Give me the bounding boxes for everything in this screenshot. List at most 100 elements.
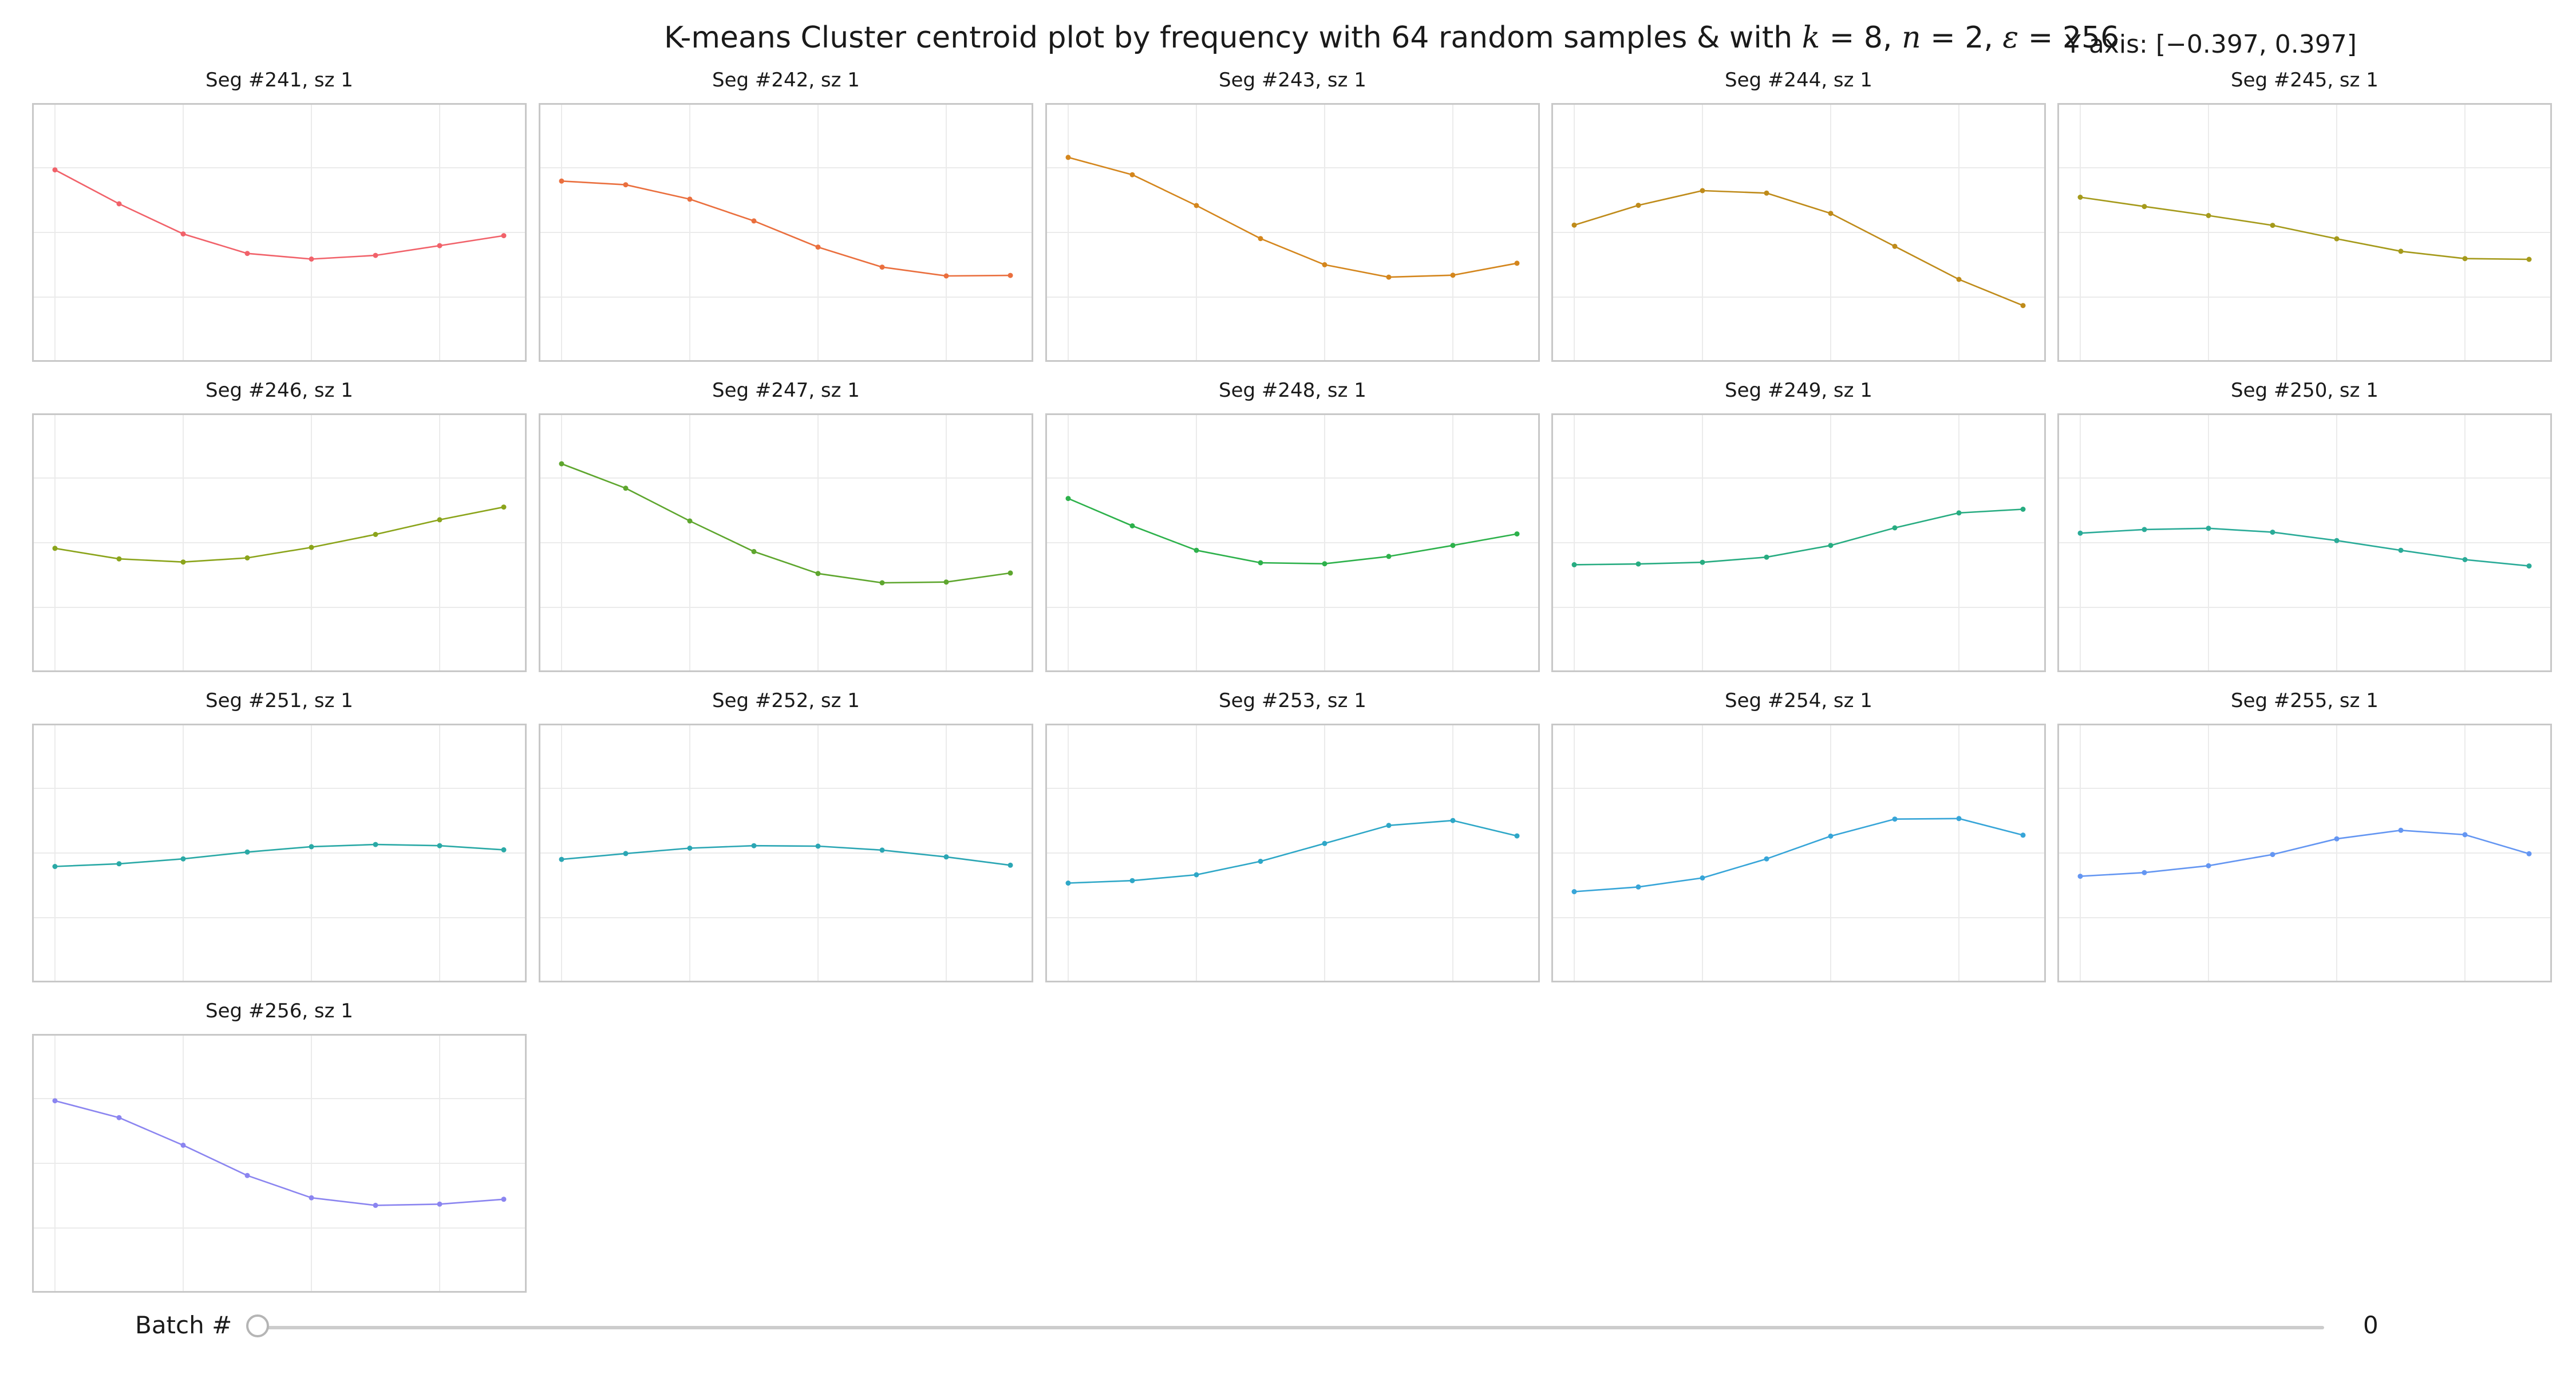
param-k-symbol: k <box>1801 21 1820 55</box>
panel-border <box>1551 724 2046 982</box>
panel-border <box>2057 103 2552 362</box>
data-point <box>1008 273 1013 278</box>
data-point <box>623 851 629 856</box>
data-point <box>2206 526 2211 531</box>
data-point <box>1571 222 1577 228</box>
panel-plot <box>2057 103 2552 362</box>
data-point <box>1700 188 1705 194</box>
data-point <box>1956 816 1962 822</box>
data-point <box>2020 507 2026 512</box>
data-point <box>623 182 629 188</box>
batch-slider[interactable] <box>246 1311 2324 1343</box>
data-point <box>1008 862 1013 868</box>
panel-title: Seg #248, sz 1 <box>1219 379 1366 402</box>
series-line <box>54 1100 504 1206</box>
data-point <box>1571 562 1577 567</box>
panel-title: Seg #241, sz 1 <box>206 69 353 92</box>
data-point <box>1065 496 1071 502</box>
panel-title: Seg #242, sz 1 <box>712 69 860 92</box>
data-point <box>501 1197 507 1202</box>
batch-slider-track[interactable] <box>258 1326 2324 1329</box>
panel-plot <box>32 413 527 672</box>
data-point <box>501 847 507 852</box>
data-point <box>2526 256 2532 262</box>
batch-value: 0 <box>2363 1311 2379 1339</box>
panel-border <box>32 724 527 982</box>
panel-plot <box>539 724 1033 982</box>
data-point <box>1322 561 1327 567</box>
data-point <box>1956 510 1962 516</box>
panel-title: Seg #245, sz 1 <box>2231 69 2379 92</box>
data-point <box>2206 213 2211 218</box>
param-epsilon-value: 256 <box>2062 21 2120 55</box>
chart-panel: Seg #247, sz 1 <box>539 379 1033 672</box>
panel-title: Seg #254, sz 1 <box>1725 689 1872 712</box>
data-point <box>2462 557 2468 562</box>
panel-border <box>2057 413 2552 672</box>
data-point <box>1322 840 1327 846</box>
data-point <box>2398 547 2404 553</box>
data-point <box>2142 204 2147 210</box>
data-point <box>2398 827 2404 833</box>
data-point <box>1764 554 1769 560</box>
chart-panel: Seg #254, sz 1 <box>1551 689 2046 982</box>
data-point <box>180 559 186 565</box>
data-point <box>687 846 693 851</box>
data-point <box>180 1142 186 1148</box>
chart-panel: Seg #251, sz 1 <box>32 689 527 982</box>
panel-border <box>32 413 527 672</box>
panel-title: Seg #246, sz 1 <box>206 379 353 402</box>
data-point <box>751 843 757 848</box>
panel-title: Seg #249, sz 1 <box>1725 379 1872 402</box>
data-point <box>1065 881 1071 886</box>
data-point <box>244 849 250 855</box>
data-point <box>559 461 564 467</box>
panel-plot <box>539 413 1033 672</box>
data-point <box>2270 223 2275 228</box>
data-point <box>1892 243 1898 249</box>
data-point <box>1450 818 1456 823</box>
series-line <box>561 180 1011 277</box>
series-line <box>54 506 504 563</box>
data-point <box>879 580 885 586</box>
data-point <box>943 854 949 860</box>
panel-title: Seg #244, sz 1 <box>1725 69 1872 92</box>
data-point <box>1571 889 1577 894</box>
data-point <box>309 544 314 550</box>
data-point <box>815 571 821 577</box>
panel-title: Seg #243, sz 1 <box>1219 69 1366 92</box>
data-point <box>1635 203 1641 208</box>
chart-panel: Seg #256, sz 1 <box>32 1000 527 1293</box>
chart-panel: Seg #242, sz 1 <box>539 69 1033 362</box>
series-line <box>1068 498 1518 565</box>
data-point <box>1828 211 1834 216</box>
series-line <box>561 463 1011 584</box>
param-k-value: 8 <box>1863 21 1883 55</box>
data-point <box>2334 836 2340 842</box>
data-point <box>1450 273 1456 278</box>
data-point <box>437 843 442 848</box>
data-point <box>437 1201 442 1207</box>
batch-slider-thumb[interactable] <box>246 1314 269 1337</box>
data-point <box>2334 538 2340 543</box>
data-point <box>52 1098 58 1104</box>
panel-title: Seg #255, sz 1 <box>2231 689 2379 712</box>
data-point <box>879 264 885 270</box>
data-point <box>1258 236 1263 242</box>
data-point <box>52 864 58 869</box>
y-axis-range-label: Y axis: [−0.397, 0.397] <box>2065 30 2357 59</box>
data-point <box>687 518 693 524</box>
series-line <box>2080 196 2530 260</box>
panel-plot <box>1551 103 2046 362</box>
series-line <box>54 169 504 260</box>
data-point <box>1514 260 1520 266</box>
data-point <box>1635 561 1641 567</box>
data-point <box>116 1115 122 1120</box>
data-point <box>373 842 378 847</box>
data-point <box>437 243 442 248</box>
data-point <box>1956 277 1962 282</box>
panel-border <box>2057 724 2552 982</box>
panel-plot <box>1045 413 1540 672</box>
data-point <box>1386 823 1392 828</box>
series-line <box>1574 818 2024 893</box>
